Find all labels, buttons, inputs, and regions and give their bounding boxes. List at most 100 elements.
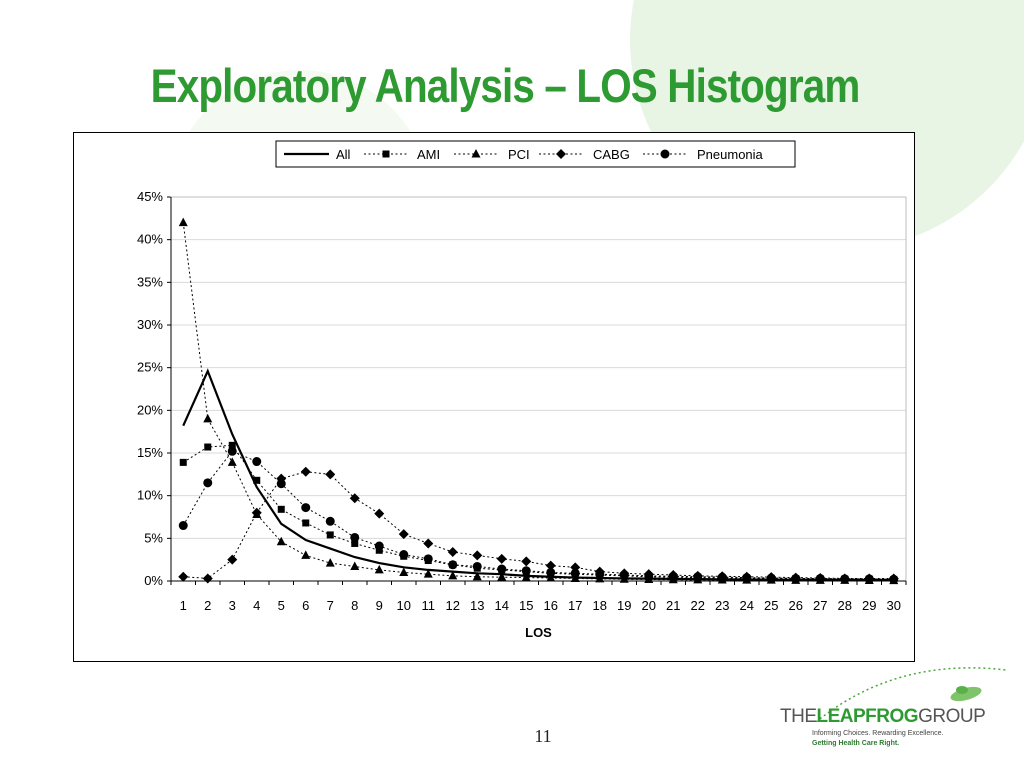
point-pci xyxy=(301,550,311,559)
series-line-pci xyxy=(182,222,894,582)
x-tick-label: 23 xyxy=(715,598,729,613)
y-tick-label: 25% xyxy=(137,360,163,375)
point-pneumonia xyxy=(325,516,335,526)
slide-title: Exploratory Analysis – LOS Histogram xyxy=(150,59,861,112)
x-tick-label: 4 xyxy=(253,598,260,613)
point-pneumonia xyxy=(570,568,580,578)
series-line-pneumonia xyxy=(182,450,894,580)
y-tick-label: 10% xyxy=(137,488,163,503)
x-tick-label: 25 xyxy=(764,598,778,613)
legend-marker-ami xyxy=(382,150,390,158)
logo-slogan: Getting Health Care Right. xyxy=(812,740,900,747)
x-tick-label: 30 xyxy=(887,598,901,613)
legend-marker-pci xyxy=(471,149,481,158)
x-tick-label: 20 xyxy=(642,598,656,613)
point-pci xyxy=(276,536,286,546)
point-cabg xyxy=(227,554,238,565)
point-pneumonia xyxy=(766,573,776,583)
point-cabg xyxy=(545,560,556,571)
point-pci xyxy=(178,217,188,227)
logo-group: GROUP xyxy=(918,706,986,727)
x-tick-label: 26 xyxy=(789,598,803,613)
point-pci xyxy=(546,573,556,582)
point-pci xyxy=(472,571,482,581)
frog-icon xyxy=(815,667,1007,722)
x-tick-label: 29 xyxy=(862,598,876,613)
logo-leapfrog: LEAPFROG xyxy=(816,706,919,727)
point-pneumonia xyxy=(301,503,311,513)
y-axis-title: Percent of Discharges xyxy=(94,324,109,461)
point-pneumonia xyxy=(546,567,556,577)
logo-the: THE xyxy=(780,706,817,727)
x-tick-label: 1 xyxy=(180,598,187,613)
leapfrog-logo: THELEAPFROGGROUP Informing Choices. Rewa… xyxy=(776,662,1016,762)
point-cabg xyxy=(423,538,434,549)
point-pci xyxy=(448,570,458,580)
point-pneumonia xyxy=(350,532,360,542)
x-tick-label: 10 xyxy=(397,598,411,613)
x-axis-title: LOS xyxy=(525,625,552,640)
point-cabg xyxy=(496,553,507,564)
point-cabg xyxy=(202,573,213,584)
y-tick-label: 45% xyxy=(137,189,163,204)
series-line-all xyxy=(182,368,894,582)
point-pci xyxy=(203,413,213,423)
legend-marker-pneumonia xyxy=(660,149,670,159)
logo-tagline: Informing Choices. Rewarding Excellence. xyxy=(812,730,944,737)
point-pci xyxy=(497,572,507,581)
x-tick-label: 11 xyxy=(422,598,436,613)
point-cabg xyxy=(521,556,532,567)
x-tick-label: 9 xyxy=(376,598,383,613)
x-tick-label: 12 xyxy=(446,598,460,613)
y-tick-label: 30% xyxy=(137,317,163,332)
legend-label-all: All xyxy=(336,147,351,162)
point-pneumonia xyxy=(374,541,384,551)
point-pci xyxy=(423,569,433,578)
legend xyxy=(275,140,796,168)
x-tick-label: 21 xyxy=(666,598,680,613)
point-pneumonia xyxy=(252,457,262,467)
point-ami xyxy=(326,531,334,539)
x-tick-label: 18 xyxy=(593,598,607,613)
point-pci xyxy=(399,567,409,576)
series-line-ami xyxy=(182,444,894,581)
point-ami xyxy=(228,441,236,449)
point-cabg xyxy=(349,493,360,504)
x-tick-label: 22 xyxy=(691,598,705,613)
point-pneumonia xyxy=(203,478,213,488)
chart-frame: 0% 5% 10% 15% 20% 25% 30% 35% 40% 45% 1 2 3 4 5 6 7 8 9 10 1… xyxy=(73,132,915,662)
x-tick-label: 28 xyxy=(838,598,852,613)
point-ami xyxy=(204,443,212,451)
logo-wordmark: THELEAPFROGGROUP xyxy=(780,706,986,728)
legend-label-cabg: CABG xyxy=(593,147,630,162)
point-pneumonia xyxy=(472,561,482,571)
point-pneumonia xyxy=(889,574,899,584)
point-cabg xyxy=(300,466,311,477)
los-histogram-chart: 0%5%10%15%20%25%30%35%40%45%1 2 3 4 5 6 7 8 9 10 1… xyxy=(94,140,907,640)
y-tick-label: 35% xyxy=(137,274,163,289)
x-tick-label: 16 xyxy=(544,598,558,613)
point-pneumonia xyxy=(178,521,188,531)
point-pneumonia xyxy=(619,570,629,580)
point-cabg xyxy=(325,469,336,480)
x-tick-label: 5 xyxy=(278,598,285,613)
x-tick-label: 7 xyxy=(327,598,334,613)
y-tick-label: 15% xyxy=(137,445,163,460)
point-ami xyxy=(277,505,285,513)
point-pneumonia xyxy=(791,573,801,583)
point-cabg xyxy=(178,571,189,582)
x-tick-label: 14 xyxy=(495,598,509,613)
point-pneumonia xyxy=(717,572,727,582)
point-pci xyxy=(374,564,384,574)
point-pci xyxy=(350,561,360,570)
point-pneumonia xyxy=(227,446,237,456)
point-cabg xyxy=(398,529,409,540)
point-cabg xyxy=(472,550,483,561)
y-tick-label: 20% xyxy=(137,402,163,417)
point-ami xyxy=(253,476,261,484)
point-pneumonia xyxy=(448,560,458,570)
point-pneumonia xyxy=(521,566,531,576)
point-cabg xyxy=(374,508,385,519)
page-number: 11 xyxy=(534,726,552,746)
x-tick-label: 3 xyxy=(229,598,236,613)
